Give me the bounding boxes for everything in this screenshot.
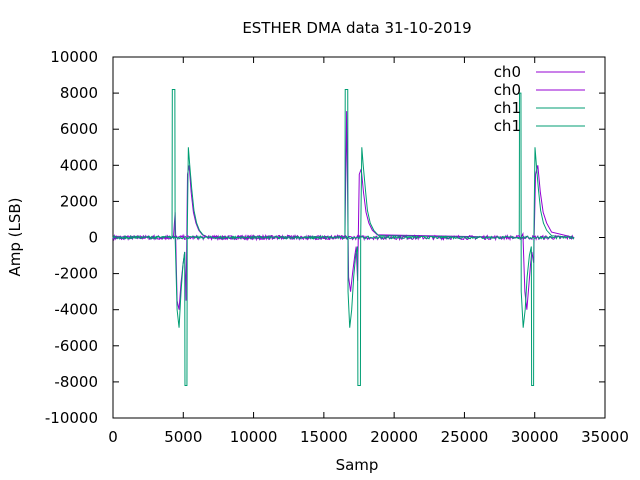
y-axis-title: Amp (LSB) [6,197,24,276]
x-tick-label: 30000 [511,428,559,446]
x-tick-label: 35000 [581,428,629,446]
x-tick-label: 10000 [230,428,278,446]
y-tick-label: -4000 [54,301,98,319]
x-axis-title: Samp [336,456,379,474]
x-tick-label: 0 [108,428,118,446]
y-tick-label: -10000 [45,409,98,427]
legend-label-1: ch0 [494,81,521,99]
x-tick-label: 15000 [300,428,348,446]
legend-label-0: ch0 [494,63,521,81]
y-tick-label: 4000 [60,156,98,174]
y-tick-label: -2000 [54,265,98,283]
legend-label-2: ch1 [494,99,521,117]
series-line-ch1-3 [112,234,575,241]
x-tick-label: 5000 [164,428,202,446]
series-line-ch0-1 [112,233,575,242]
y-tick-label: 8000 [60,84,98,102]
y-tick-label: 2000 [60,192,98,210]
y-tick-label: 10000 [50,48,98,66]
y-tick-label: -8000 [54,373,98,391]
series-layer [112,88,575,387]
x-tick-label: 20000 [370,428,418,446]
axis-ticks: 0 5000 10000 15000 20000 25000 30000 35000-1000… [45,48,629,446]
y-tick-label: 0 [88,229,98,247]
legend-label-3: ch1 [494,117,521,135]
chart-title: ESTHER DMA data 31-10-2019 [242,19,471,37]
y-tick-label: 6000 [60,120,98,138]
x-tick-label: 25000 [441,428,489,446]
y-tick-label: -6000 [54,337,98,355]
